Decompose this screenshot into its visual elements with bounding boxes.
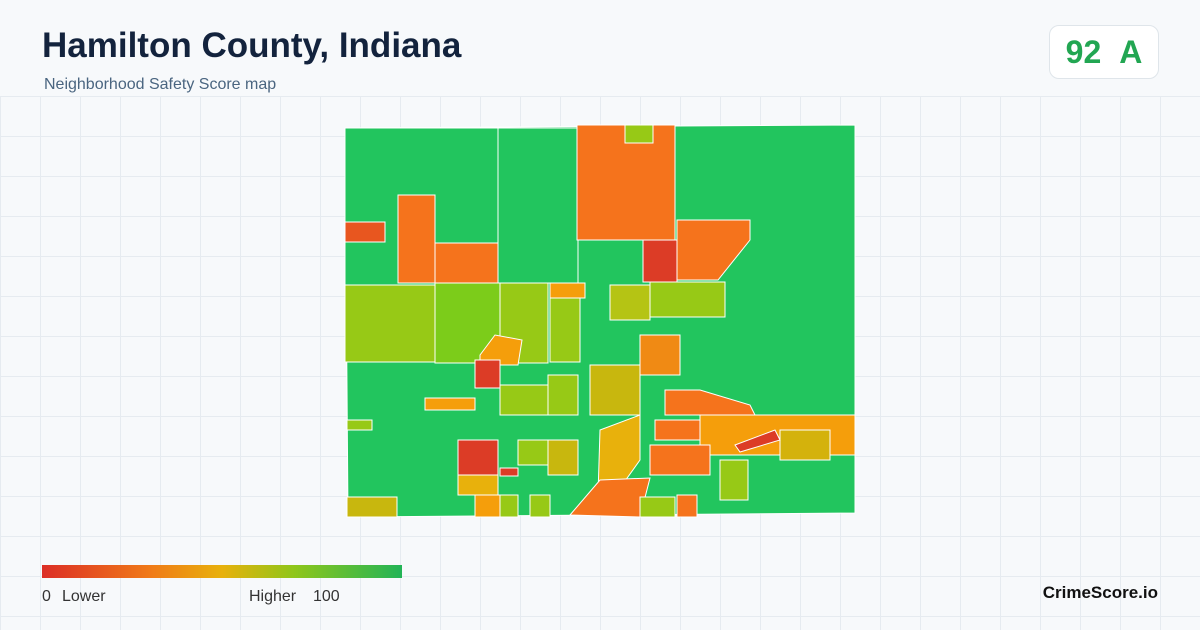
region bbox=[497, 127, 579, 284]
region bbox=[576, 124, 676, 241]
region bbox=[642, 239, 678, 283]
region bbox=[734, 429, 781, 453]
legend-min-label: Lower bbox=[62, 588, 106, 605]
region bbox=[529, 494, 551, 518]
region bbox=[397, 194, 436, 284]
region bbox=[499, 494, 519, 518]
region bbox=[344, 284, 436, 363]
region bbox=[589, 364, 641, 416]
region bbox=[547, 374, 579, 416]
region bbox=[779, 429, 831, 461]
region bbox=[664, 389, 756, 416]
region bbox=[568, 477, 651, 518]
region bbox=[639, 334, 681, 376]
subtitle: Neighborhood Safety Score map bbox=[44, 76, 277, 93]
region bbox=[499, 384, 551, 416]
region bbox=[549, 291, 581, 363]
region bbox=[474, 494, 501, 518]
region bbox=[649, 444, 711, 476]
legend-min: 0 bbox=[42, 588, 51, 605]
region bbox=[547, 439, 579, 476]
region bbox=[424, 397, 476, 411]
legend-gradient bbox=[42, 565, 402, 578]
region bbox=[549, 282, 586, 299]
region bbox=[474, 359, 501, 389]
region bbox=[639, 496, 676, 518]
region bbox=[346, 419, 373, 431]
region bbox=[654, 419, 701, 441]
score-value: 92 bbox=[1065, 33, 1102, 70]
title: Hamilton County, Indiana bbox=[42, 26, 462, 65]
region bbox=[457, 474, 499, 496]
region bbox=[344, 221, 386, 243]
region bbox=[624, 124, 654, 144]
regions bbox=[344, 124, 856, 518]
legend-max: 100 bbox=[313, 588, 340, 605]
region bbox=[457, 439, 499, 476]
region bbox=[609, 284, 651, 321]
region bbox=[719, 459, 749, 501]
header-band bbox=[0, 0, 1200, 96]
region bbox=[676, 494, 698, 518]
region bbox=[649, 281, 726, 318]
region bbox=[517, 439, 549, 466]
score-grade: A bbox=[1119, 33, 1143, 70]
region bbox=[434, 242, 499, 284]
legend-max-label: Higher bbox=[249, 588, 297, 605]
brand: CrimeScore.io bbox=[1042, 583, 1158, 602]
region bbox=[346, 496, 398, 518]
score-badge: 92 A bbox=[1049, 25, 1159, 79]
region bbox=[499, 467, 519, 477]
